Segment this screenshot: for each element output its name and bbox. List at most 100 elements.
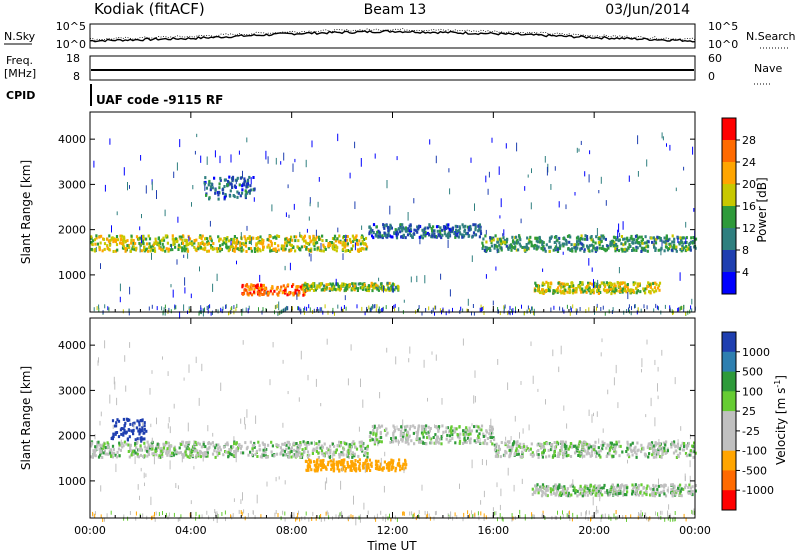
cpid-value: UAF code -9115 RF <box>96 93 223 107</box>
data-cell <box>390 459 392 462</box>
data-cell <box>172 234 174 237</box>
data-cell <box>548 455 550 458</box>
data-cell <box>630 443 632 446</box>
data-cell <box>113 250 115 253</box>
data-cell <box>654 249 656 252</box>
data-cell <box>662 453 664 456</box>
data-speckle <box>619 233 620 237</box>
data-cell <box>184 239 186 242</box>
data-cell <box>262 242 264 245</box>
data-cell <box>267 444 269 447</box>
data-speckle <box>243 509 244 513</box>
data-speckle <box>559 201 560 207</box>
data-speckle <box>492 138 493 143</box>
data-speckle <box>348 378 349 385</box>
data-cell <box>637 282 639 285</box>
data-cell <box>554 236 556 239</box>
data-cell <box>183 248 185 251</box>
data-speckle <box>114 377 115 385</box>
data-clutter <box>174 513 175 517</box>
data-cell <box>224 193 226 196</box>
data-cell <box>372 286 374 289</box>
data-cell <box>605 447 607 450</box>
data-speckle <box>419 239 420 245</box>
data-cell <box>256 450 258 453</box>
data-speckle <box>144 473 145 479</box>
data-cell <box>461 236 463 239</box>
data-cell <box>554 450 556 453</box>
data-speckle <box>242 171 243 178</box>
data-cell <box>636 442 638 445</box>
data-speckle <box>387 180 388 188</box>
data-speckle <box>173 172 174 178</box>
data-clutter <box>328 311 329 315</box>
data-cell <box>338 441 340 444</box>
data-cell <box>580 291 582 294</box>
data-cell <box>550 487 552 490</box>
data-cell <box>253 291 255 294</box>
data-speckle <box>493 507 494 511</box>
data-speckle <box>488 189 489 195</box>
date-title: 03/Jun/2014 <box>605 2 690 18</box>
data-cell <box>648 452 650 455</box>
data-cell <box>508 441 510 444</box>
data-cell <box>148 453 150 456</box>
data-cell <box>557 486 559 489</box>
data-cell <box>116 235 118 238</box>
data-cell <box>542 456 544 459</box>
data-speckle <box>120 297 121 302</box>
data-cell <box>536 489 538 492</box>
data-cell <box>126 431 128 434</box>
data-speckle <box>117 211 118 215</box>
data-cell <box>121 235 123 238</box>
data-speckle <box>395 356 396 364</box>
data-cell <box>500 239 502 242</box>
data-cell <box>223 237 225 240</box>
data-speckle <box>154 456 155 464</box>
data-cell <box>552 488 554 491</box>
data-cell <box>482 245 484 248</box>
data-clutter <box>638 307 639 311</box>
data-speckle <box>360 379 361 387</box>
data-speckle <box>307 229 308 233</box>
data-clutter <box>154 512 155 516</box>
data-cell <box>218 191 220 194</box>
data-cell <box>246 447 248 450</box>
data-cell <box>676 250 678 253</box>
data-cell <box>147 446 149 449</box>
data-cell <box>123 418 125 421</box>
data-clutter <box>496 511 497 515</box>
data-speckle <box>619 267 620 273</box>
data-cell <box>410 425 412 428</box>
data-cell <box>401 229 403 232</box>
data-cell <box>162 249 164 252</box>
data-cell <box>371 289 373 292</box>
data-cell <box>459 437 461 440</box>
data-speckle <box>142 422 143 426</box>
data-cell <box>595 242 597 245</box>
data-cell <box>359 282 361 285</box>
data-clutter <box>326 512 327 516</box>
data-cell <box>329 287 331 290</box>
data-speckle <box>601 177 602 184</box>
data-cell <box>256 284 258 287</box>
data-cell <box>580 237 582 240</box>
data-clutter <box>123 309 124 313</box>
data-cell <box>647 285 649 288</box>
data-cell <box>231 453 233 456</box>
data-clutter <box>613 307 614 311</box>
data-speckle <box>135 456 136 464</box>
data-cell <box>300 286 302 289</box>
range-tick-label: 1000 <box>58 269 86 282</box>
data-cell <box>180 443 182 446</box>
data-cell <box>148 444 150 447</box>
data-cell <box>618 454 620 457</box>
data-clutter <box>306 512 307 516</box>
data-cell <box>316 236 318 239</box>
data-cell <box>650 237 652 240</box>
data-speckle <box>658 396 659 400</box>
data-speckle <box>145 473 146 477</box>
data-cell <box>355 236 357 239</box>
data-cell <box>353 467 355 470</box>
data-cell <box>291 244 293 247</box>
